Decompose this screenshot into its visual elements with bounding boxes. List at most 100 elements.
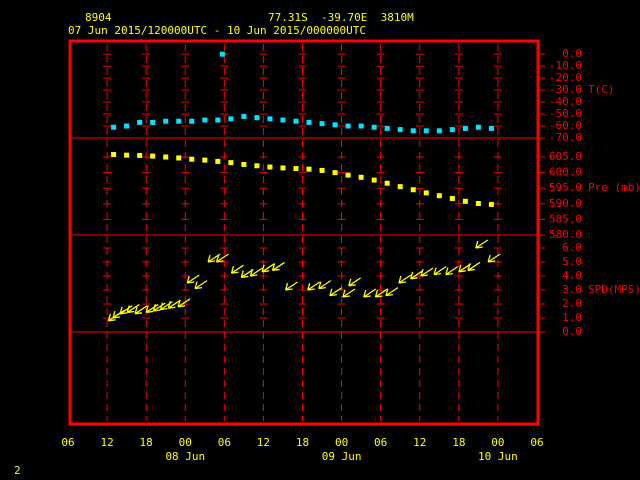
page-number: 2: [14, 464, 21, 477]
x-tick-label: 06: [374, 436, 387, 449]
point: [462, 198, 468, 204]
point: [475, 200, 481, 206]
y-tick-label: -70.0: [549, 131, 582, 144]
point: [475, 124, 481, 130]
station-location: 77.31S -39.70E 3810M: [268, 11, 414, 24]
point: [111, 152, 117, 158]
x-tick-label: 12: [100, 436, 113, 449]
wind-arrow: [487, 253, 501, 263]
point: [436, 128, 442, 134]
point: [384, 125, 390, 131]
point: [397, 127, 403, 133]
y-tick-label: 600.0: [549, 166, 582, 179]
wind-arrow: [261, 263, 275, 273]
point: [384, 180, 390, 186]
point: [371, 177, 377, 183]
wind-arrow: [475, 239, 489, 249]
y-tick-label: 4.0: [562, 269, 582, 282]
wind-arrow: [410, 270, 423, 280]
y-axis-label: SPD(MPS): [588, 283, 640, 296]
point: [150, 153, 156, 159]
wind-arrow: [467, 261, 481, 272]
y-tick-label: 580.0: [549, 228, 582, 241]
wind-arrow: [186, 274, 200, 284]
wind-arrow: [134, 305, 148, 315]
y-tick-label: 585.0: [549, 212, 582, 225]
point: [267, 116, 273, 122]
point: [241, 162, 247, 168]
point: [410, 128, 416, 134]
point: [267, 164, 273, 170]
point: [293, 118, 299, 124]
point: [436, 193, 442, 199]
date-label: 09 Jun: [322, 450, 362, 463]
point: [215, 158, 221, 164]
x-tick-label: 00: [179, 436, 192, 449]
point: [189, 156, 195, 162]
point: [228, 160, 234, 166]
point: [345, 172, 351, 178]
x-tick-label: 06: [218, 436, 231, 449]
y-tick-label: 0.0: [562, 47, 582, 60]
wind-arrow: [329, 287, 343, 297]
y-tick-label: -30.0: [549, 83, 582, 96]
x-tick-label: 18: [140, 436, 153, 449]
wind-arrow: [385, 287, 399, 297]
wind-arrow: [159, 301, 173, 311]
wind-arrow: [167, 299, 181, 309]
point: [150, 119, 156, 125]
point: [449, 127, 455, 133]
point: [488, 125, 494, 131]
wind-arrow: [177, 298, 191, 308]
time-period: 07 Jun 2015/120000UTC - 10 Jun 2015/0000…: [68, 24, 366, 37]
x-tick-label: 00: [491, 436, 504, 449]
wind-arrow: [215, 253, 229, 263]
point: [397, 184, 403, 190]
y-axis-label: T(C): [588, 83, 615, 96]
x-tick-label: 12: [257, 436, 270, 449]
point: [137, 152, 143, 158]
point: [319, 121, 325, 127]
point: [163, 154, 169, 160]
x-tick-label: 00: [335, 436, 348, 449]
point: [228, 116, 234, 122]
x-tick-label: 18: [452, 436, 465, 449]
point: [345, 123, 351, 129]
wind-arrow: [152, 302, 166, 312]
point: [254, 115, 260, 121]
point: [332, 170, 338, 176]
x-tick-label: 18: [296, 436, 309, 449]
x-tick-label: 06: [530, 436, 543, 449]
x-tick-label: 06: [61, 436, 74, 449]
point: [449, 196, 455, 202]
date-label: 10 Jun: [478, 450, 518, 463]
point: [358, 123, 364, 129]
y-tick-label: -50.0: [549, 107, 582, 120]
point: [202, 117, 208, 123]
point: [163, 118, 169, 124]
wind-arrow: [271, 261, 285, 272]
station-id: 8904: [85, 11, 112, 24]
point: [189, 118, 195, 124]
wind-arrow: [420, 267, 434, 277]
y-tick-label: 6.0: [562, 241, 582, 254]
point: [410, 187, 416, 193]
y-tick-label: 605.0: [549, 150, 582, 163]
point: [423, 128, 429, 134]
wind-arrow: [145, 303, 159, 314]
point: [280, 165, 286, 171]
wind-arrow: [363, 288, 377, 298]
wind-arrow: [194, 280, 208, 290]
point: [306, 166, 312, 172]
point: [215, 117, 221, 123]
wind-arrow: [230, 264, 244, 274]
y-tick-label: 2.0: [562, 297, 582, 310]
point: [176, 118, 182, 124]
point: [488, 201, 494, 207]
point: [111, 124, 117, 130]
point: [176, 155, 182, 161]
wind-arrow: [318, 280, 332, 290]
y-tick-label: 3.0: [562, 283, 582, 296]
y-tick-label: 0.0: [562, 325, 582, 338]
y-axis-label: Pre (mb): [588, 181, 640, 194]
